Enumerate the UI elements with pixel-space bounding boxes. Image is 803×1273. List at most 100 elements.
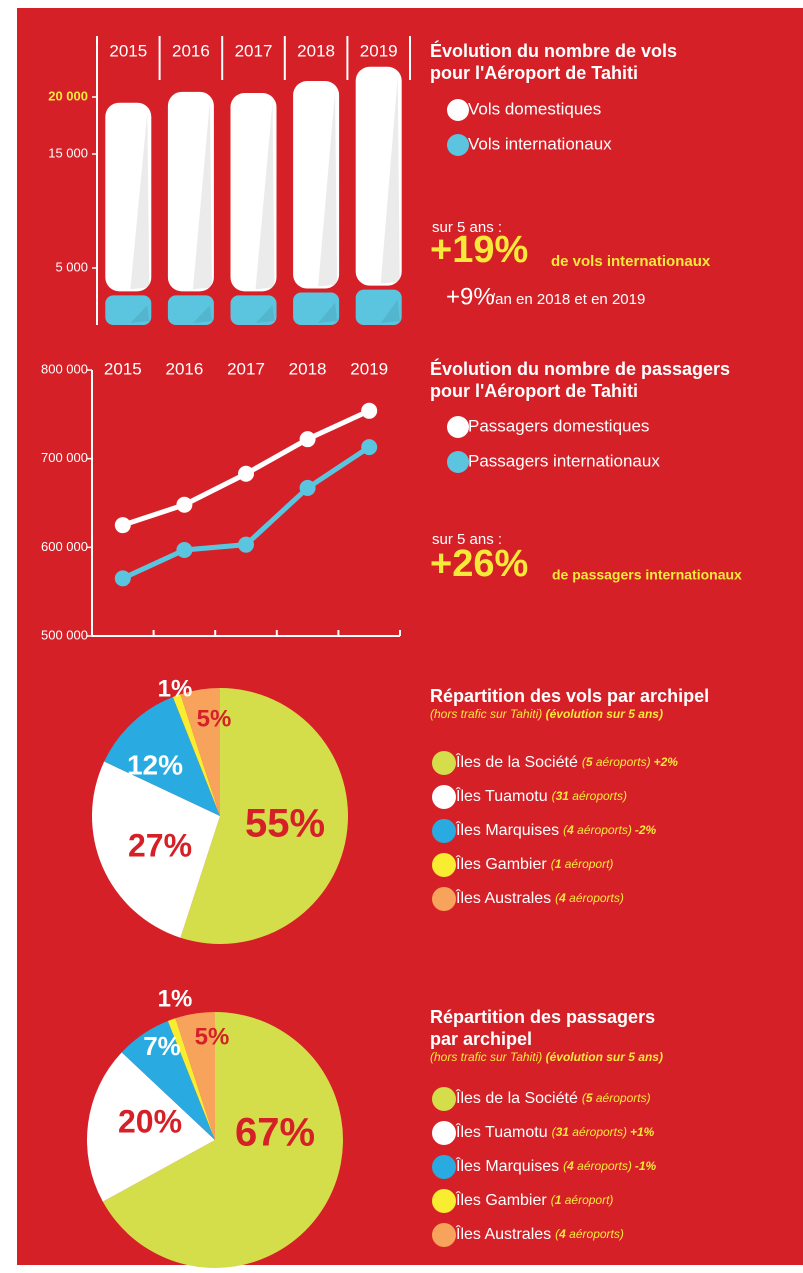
slice-label: 20% [118,1103,182,1139]
legend-swatch [432,853,456,877]
bar-shade [255,305,275,323]
slice-label: 12% [127,749,183,780]
legend-change: +2% [654,755,679,769]
chart-title: pour l'Aéroport de Tahiti [430,381,638,401]
point [114,570,131,587]
legend-detail: (31 aéroports) [552,789,627,803]
legend-detail: (5 aéroports) [582,755,651,769]
point [114,517,131,534]
bar-shade [192,101,212,290]
legend-swatch [447,134,469,156]
y-tick-label: 20 000 [48,88,88,103]
legend-change: +1% [630,1125,655,1139]
legend-swatch [432,1155,456,1179]
annotation: de passagers internationaux [552,567,742,583]
pie-slice [121,1020,215,1140]
legend-detail: (4 aéroports) [555,1227,624,1241]
y-tick-label: 600 000 [41,539,88,554]
annotation: +26% [430,543,528,585]
legend-label: Îles Tuamotu [455,786,548,805]
pie-slice [172,694,220,816]
legend-detail: (5 aéroports) [582,1091,651,1105]
bar [230,295,277,325]
bar-shade [318,302,338,323]
x-tick-label: 2017 [235,41,273,60]
point [361,439,378,456]
pie-slice [167,1018,215,1140]
chart-title: Répartition des passagers [430,1007,655,1027]
legend-detail: (1 aéroport) [551,857,614,871]
legend-label: Passagers internationaux [468,451,660,470]
x-tick-label: 2018 [297,41,335,60]
legend-change: -1% [635,1159,657,1173]
legend-label: Îles Gambier [455,1190,547,1209]
chart-title: Évolution du nombre de passagers [430,358,730,379]
legend-swatch [447,416,469,438]
legend-label: Îles de la Société [455,1088,578,1107]
legend-swatch [447,451,469,473]
pie-slice [102,1012,343,1269]
point [238,465,254,482]
slice-label: 5% [197,705,232,732]
subtitle: (hors trafic sur Tahiti) (évolution sur … [430,1050,663,1064]
x-tick-label: 2015 [109,41,147,60]
pie-slice [180,688,220,816]
slice-label: 1% [158,675,193,702]
bar-shade [192,305,212,323]
legend-swatch [432,751,456,775]
bar-shade [380,299,400,323]
bar [293,292,340,325]
point [176,541,193,558]
slice-label: 1% [158,985,193,1012]
annotation: +9% [446,283,495,310]
y-tick-label: 5 000 [55,259,88,274]
legend-detail: (4 aéroports) [555,891,624,905]
x-tick-label: 2018 [289,359,327,378]
subtitle-part: (hors trafic sur Tahiti) [430,707,546,721]
legend-label: Îles Australes [455,1224,551,1243]
legend-swatch [432,1121,456,1145]
bar [355,289,402,325]
pie-slice [104,696,220,816]
x-tick-label: 2017 [227,359,265,378]
pie-slice [87,1052,215,1202]
bar [355,66,402,286]
legend-label: Îles Marquises [455,1156,559,1175]
legend-label: Îles Gambier [455,854,547,873]
slice-label: 67% [235,1111,315,1155]
bar-shade [130,112,150,290]
chart-title: Évolution du nombre de vols [430,40,677,61]
bar-shade [380,76,400,284]
legend-label: Îles Tuamotu [455,1122,548,1141]
y-tick-label: 500 000 [41,627,88,642]
legend-detail: (4 aéroports) [563,1159,632,1173]
legend-swatch [432,819,456,843]
slice-label: 5% [195,1023,230,1050]
subtitle: (hors trafic sur Tahiti) (évolution sur … [430,707,663,721]
chart-title: Répartition des vols par archipel [430,686,709,706]
legend-label: Passagers domestiques [468,416,649,435]
x-tick-label: 2015 [104,359,142,378]
bar-shade [318,91,338,287]
legend-swatch [432,887,456,911]
bar [105,295,152,325]
y-tick-label: 700 000 [41,450,88,465]
legend-swatch [432,1189,456,1213]
point [299,479,316,496]
x-tick-label: 2019 [350,359,388,378]
x-tick-label: 2019 [360,41,398,60]
legend-change: -2% [635,823,657,837]
bar [230,93,277,292]
legend-label: Vols domestiques [468,99,601,118]
point [361,402,378,419]
legend-detail: (31 aéroports) [552,1125,627,1139]
annotation: sur 5 ans : [432,531,502,548]
slice-label: 55% [245,802,325,846]
annotation: /an en 2018 et en 2019 [491,291,645,308]
annotation: +19% [430,229,528,271]
x-tick-label: 2016 [172,41,210,60]
subtitle-part: (évolution sur 5 ans) [546,1050,663,1064]
bar-shade [255,103,275,290]
chart-title: pour l'Aéroport de Tahiti [430,63,638,83]
